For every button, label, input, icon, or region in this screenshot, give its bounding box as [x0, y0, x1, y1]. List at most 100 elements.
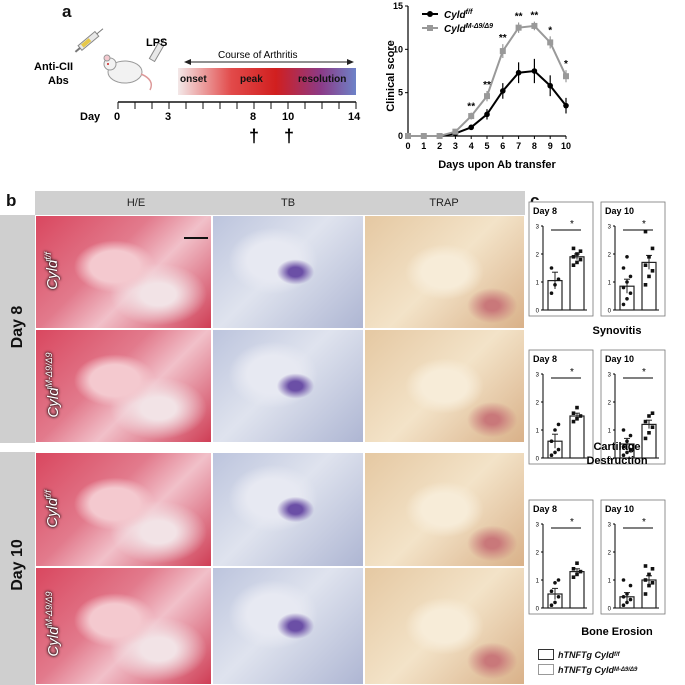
chart-title: Day 10: [605, 504, 634, 514]
data-point: [549, 603, 554, 607]
data-point: [571, 411, 576, 415]
chart-title: Day 10: [605, 354, 634, 364]
data-point: [578, 249, 583, 253]
y-tick-label: 2: [536, 551, 540, 557]
micrograph-day10-floxed-tb: [212, 452, 364, 567]
significance-mark: *: [570, 219, 574, 230]
column-header-he: H/E: [126, 197, 146, 209]
legend-item-floxed: hTNFTg Cyld f/f: [538, 649, 637, 660]
significance-mark: *: [642, 367, 646, 378]
day-tick-14: 14: [348, 111, 361, 123]
data-point: [549, 266, 554, 270]
legend-swatch: [538, 664, 554, 675]
data-point: [625, 600, 629, 605]
y-tick-label: 5: [398, 88, 403, 98]
data-point: [650, 411, 655, 415]
y-tick-label: 2: [536, 401, 540, 407]
y-tick-label: 2: [608, 253, 612, 259]
genotype-label-day8-mutant: CyldM-Δ9/Δ9: [44, 352, 62, 418]
data-point: [484, 93, 490, 100]
data-point: [420, 133, 427, 139]
y-tick-label: 0: [536, 457, 540, 463]
data-point: [643, 436, 648, 441]
y-tick-label: 10: [393, 44, 403, 54]
data-point: [571, 263, 576, 267]
x-tick-label: 7: [516, 141, 521, 151]
data-point: [643, 419, 648, 424]
bar-legend: hTNFTg Cyld f/f hTNFTg Cyld M-Δ9/Δ9: [538, 649, 637, 675]
timeline-schematic: Anti-CII Abs LPS Course of Arthritis ons…: [34, 28, 361, 146]
x-tick-label: 9: [548, 141, 553, 151]
data-point: [531, 22, 538, 29]
x-tick-label: 5: [484, 141, 489, 151]
bar-chart-3: Day 8 0 1 2 3 *: [528, 349, 594, 465]
data-point: [556, 447, 561, 452]
y-tick-label: 2: [608, 401, 612, 407]
data-point: [556, 277, 561, 281]
title-cartilage: Cartilage: [593, 441, 640, 453]
data-point: [549, 589, 554, 593]
data-point: [553, 450, 557, 455]
data-point: [468, 113, 475, 120]
scale-bar: [184, 237, 208, 239]
data-point: [621, 428, 626, 432]
bar-chart-4: Day 10 0 1 2 3 *: [600, 349, 666, 465]
chart-legend: Cyldf/f CyldM-Δ9/Δ9: [422, 9, 493, 35]
title-synovitis: Synovitis: [593, 325, 642, 337]
data-point: [575, 405, 579, 410]
significance-mark: *: [564, 59, 568, 70]
chart-title: Day 8: [533, 504, 557, 514]
data-point: [621, 302, 626, 307]
data-point: [643, 578, 648, 582]
data-point: [621, 603, 626, 607]
data-point: [553, 428, 557, 432]
data-point: [628, 291, 633, 295]
day-axis-ticks: [117, 102, 357, 109]
data-point: [575, 572, 579, 577]
syringe-icon: [148, 38, 165, 63]
significance-mark: *: [548, 25, 552, 36]
chart-title: Day 8: [533, 354, 557, 364]
significance-mark: **: [483, 80, 491, 91]
data-point: [468, 124, 474, 131]
syringe-icon: [74, 28, 104, 53]
y-tick-label: 15: [393, 1, 403, 11]
genotype-label-day8-floxed: Cyldf/f: [43, 252, 61, 290]
significance-mark: **: [499, 33, 507, 44]
data-point: [553, 283, 557, 287]
y-tick-label: 3: [536, 373, 540, 379]
x-tick-label: 8: [532, 141, 537, 151]
bar-chart-6: Day 10 0 1 2 3 *: [600, 499, 666, 615]
data-point: [643, 592, 648, 596]
day10-group-band: [0, 452, 35, 685]
data-point: [549, 291, 554, 295]
data-point: [452, 128, 459, 135]
data-point: [578, 257, 583, 262]
significance-mark: **: [467, 102, 475, 113]
y-tick-label: 0: [398, 131, 403, 141]
y-tick-label: 1: [536, 281, 540, 287]
significance-mark: *: [570, 367, 574, 378]
y-tick-label: 3: [608, 373, 612, 379]
data-point: [625, 280, 629, 284]
mouse-icon: [103, 54, 153, 91]
micrograph-day10-mutant-tb: [212, 567, 364, 685]
arthritis-course-bar: [178, 68, 356, 95]
data-point: [621, 285, 626, 290]
score-bar-charts: Day 8 0 1 2 3 * Day 10 0 1 2 3 * Day 8 0 1 2 3 * Day 10 0 1 2…: [528, 201, 666, 638]
data-point: [647, 414, 651, 418]
data-point: [650, 425, 655, 429]
bar-chart-1: Day 8 0 1 2 3 *: [528, 201, 594, 317]
x-tick-label: 0: [405, 141, 410, 151]
significance-mark: **: [531, 11, 539, 22]
title-destruction: Destruction: [586, 455, 647, 467]
data-point: [556, 595, 561, 599]
clinical-score-chart: Clinical score Days upon Ab transfer 0 5 1…: [385, 1, 571, 171]
data-point: [578, 414, 583, 418]
data-point: [515, 69, 522, 76]
y-tick-label: 0: [536, 607, 540, 613]
y-tick-label: 1: [608, 281, 612, 287]
day-tick-0: 0: [114, 111, 120, 123]
micrograph-day8-mutant-trap: [364, 329, 525, 443]
data-point: [575, 561, 579, 565]
